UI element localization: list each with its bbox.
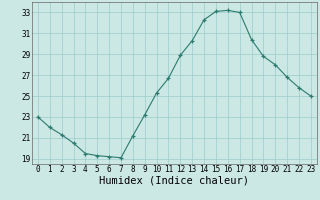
X-axis label: Humidex (Indice chaleur): Humidex (Indice chaleur) xyxy=(100,176,249,186)
